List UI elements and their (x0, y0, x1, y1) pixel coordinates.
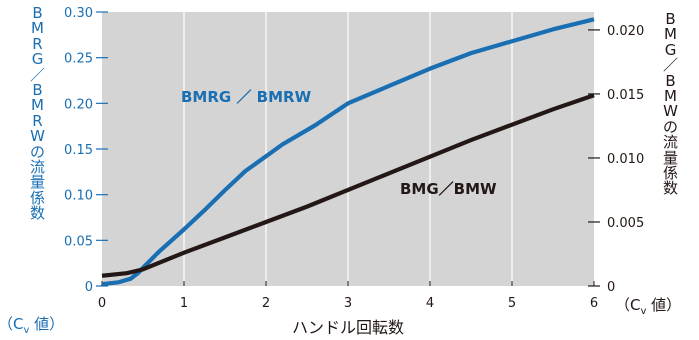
axis-label-char: ／ (663, 56, 679, 75)
axis-label-char: 係 (663, 164, 679, 183)
left-tick-label: 0 (85, 280, 93, 295)
left-axis-unit: （Cv 値） (0, 315, 65, 336)
x-tick-label: 6 (590, 296, 598, 311)
axis-label-char: 数 (663, 179, 679, 198)
right-tick-label: 0.010 (607, 152, 644, 167)
axis-label-char: G (31, 50, 44, 69)
series-label-bmrg-bmrw: BMRG ／ BMRW (181, 88, 312, 106)
x-tick-label: 4 (426, 296, 434, 311)
x-axis: 0 1 2 3 4 5 6 (98, 281, 598, 311)
right-axis-unit: （Cv 値） (615, 296, 682, 317)
x-tick-label: 1 (180, 296, 188, 311)
left-tick-label: 0.15 (64, 143, 93, 158)
x-tick-label: 3 (344, 296, 352, 311)
axis-label-char: 係 (30, 188, 46, 207)
axis-label-char: W (663, 102, 678, 121)
axis-label-char: B (32, 4, 43, 22)
grid (183, 12, 513, 286)
axis-label-char: B (665, 71, 676, 90)
axis-label-char: R (32, 111, 43, 130)
series-label-bmg-bmw: BMG／BMW (400, 180, 497, 198)
axis-label-char: M (31, 96, 44, 115)
axis-label-char: ／ (30, 65, 46, 84)
axis-label-char: M (31, 19, 44, 38)
left-tick-label: 0.10 (64, 189, 93, 204)
x-tick-label: 5 (508, 296, 516, 311)
axis-label-char: 量 (30, 173, 46, 192)
axis-label-char: 流 (663, 133, 679, 152)
x-tick-label: 2 (262, 296, 270, 311)
axis-label-char: B (665, 10, 676, 28)
series-line-bmg-bmw (101, 93, 595, 278)
axis-label-char: 流 (30, 158, 46, 177)
left-axis-label: B M R G ／ B M R W の流量係数 (30, 4, 46, 223)
axis-label-char: M (664, 25, 677, 44)
axis-label-char: G (664, 40, 677, 59)
right-tick-label: 0 (607, 280, 615, 295)
right-tick-label: 0.015 (607, 88, 644, 103)
axis-label-char: M (664, 87, 677, 106)
left-tick-label: 0.30 (64, 6, 93, 21)
left-tick-label: 0.20 (64, 97, 93, 112)
series-lines (101, 17, 595, 287)
left-axis: 0 0.05 0.10 0.15 0.20 0.25 0.30 (64, 6, 108, 295)
x-tick-label: 0 (98, 296, 106, 311)
right-axis: 0 0.005 0.010 0.015 0.020 (588, 24, 644, 295)
left-tick-label: 0.05 (64, 234, 93, 249)
left-tick-label: 0.25 (64, 52, 93, 67)
axis-label-char: の (30, 142, 46, 161)
axis-label-char: 数 (30, 204, 46, 223)
axis-label-char: W (30, 127, 45, 146)
axis-label-char: の (663, 117, 679, 136)
x-axis-label: ハンドル回転数 (292, 318, 404, 337)
right-tick-label: 0.020 (607, 24, 644, 39)
axis-label-char: R (32, 34, 43, 53)
right-axis-label: B M G ／ B M W の流量係数 (663, 10, 679, 198)
axis-label-char: 量 (663, 148, 679, 167)
axis-label-char: B (32, 81, 43, 100)
right-tick-label: 0.005 (607, 216, 644, 231)
